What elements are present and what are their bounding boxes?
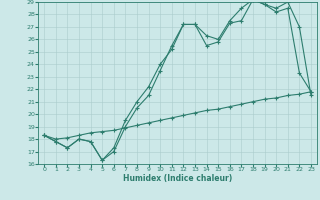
X-axis label: Humidex (Indice chaleur): Humidex (Indice chaleur) bbox=[123, 174, 232, 183]
